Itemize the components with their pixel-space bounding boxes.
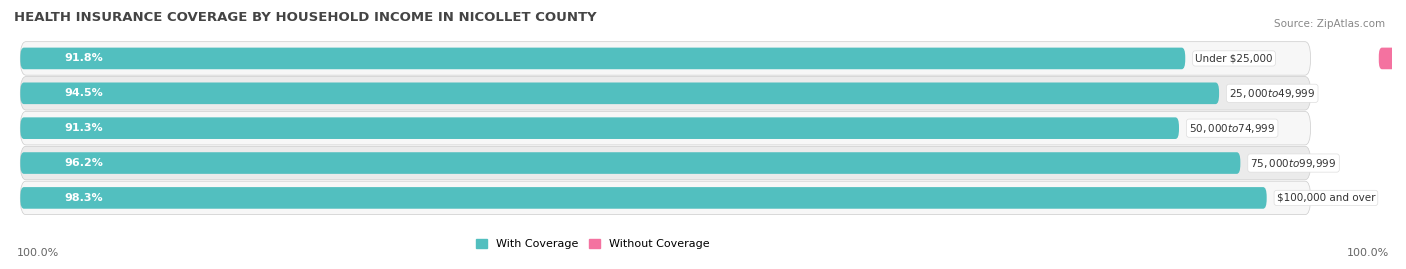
Text: $50,000 to $74,999: $50,000 to $74,999	[1189, 122, 1275, 135]
Text: 100.0%: 100.0%	[1347, 248, 1389, 258]
Text: 98.3%: 98.3%	[65, 193, 103, 203]
FancyBboxPatch shape	[20, 187, 1267, 209]
FancyBboxPatch shape	[20, 42, 1310, 75]
Text: $100,000 and over: $100,000 and over	[1277, 193, 1375, 203]
Text: 91.8%: 91.8%	[65, 54, 103, 63]
FancyBboxPatch shape	[20, 146, 1310, 180]
FancyBboxPatch shape	[20, 48, 1185, 69]
Legend: With Coverage, Without Coverage: With Coverage, Without Coverage	[475, 239, 710, 249]
FancyBboxPatch shape	[1379, 48, 1406, 69]
Text: 100.0%: 100.0%	[17, 248, 59, 258]
FancyBboxPatch shape	[20, 83, 1219, 104]
Text: 91.3%: 91.3%	[65, 123, 103, 133]
Text: 96.2%: 96.2%	[65, 158, 103, 168]
FancyBboxPatch shape	[20, 111, 1310, 145]
Text: Source: ZipAtlas.com: Source: ZipAtlas.com	[1274, 19, 1385, 29]
FancyBboxPatch shape	[20, 152, 1240, 174]
FancyBboxPatch shape	[20, 77, 1310, 110]
Text: HEALTH INSURANCE COVERAGE BY HOUSEHOLD INCOME IN NICOLLET COUNTY: HEALTH INSURANCE COVERAGE BY HOUSEHOLD I…	[14, 11, 596, 24]
Text: $75,000 to $99,999: $75,000 to $99,999	[1250, 157, 1337, 169]
FancyBboxPatch shape	[20, 181, 1310, 215]
Text: $25,000 to $49,999: $25,000 to $49,999	[1229, 87, 1316, 100]
Text: Under $25,000: Under $25,000	[1195, 54, 1272, 63]
FancyBboxPatch shape	[20, 117, 1180, 139]
Text: 94.5%: 94.5%	[65, 88, 103, 98]
